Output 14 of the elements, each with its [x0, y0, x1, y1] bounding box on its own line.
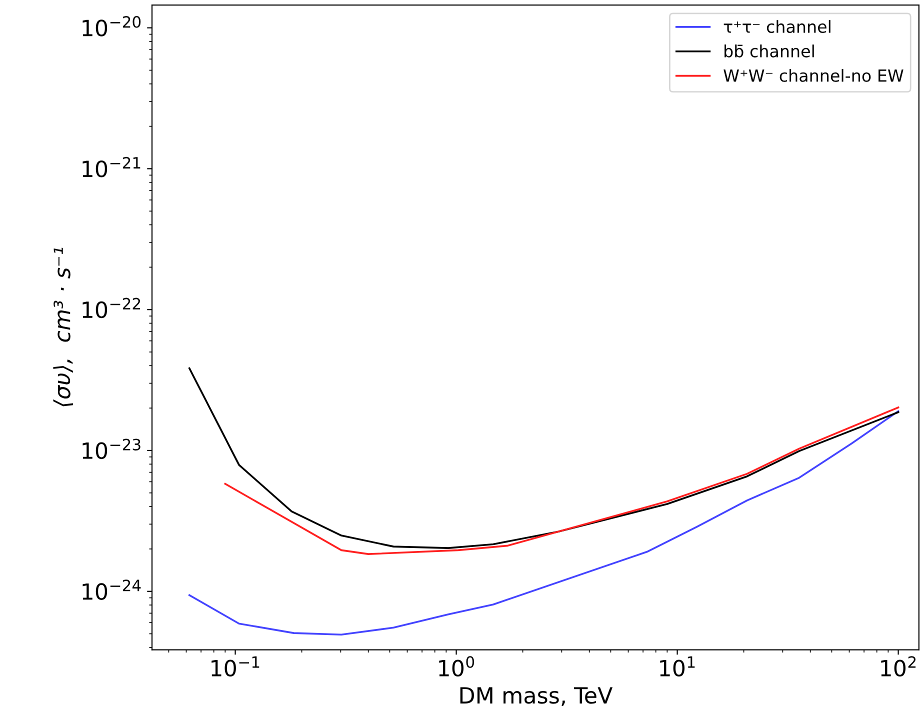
y-tick-label: 10$^{−24}$ [82, 580, 141, 600]
y-tick-label: 10$^{−20}$ [82, 16, 141, 36]
legend-label: τ⁺τ⁻ channel [724, 20, 830, 33]
y-tick-label: 10$^{−21}$ [82, 156, 140, 178]
x-tick-label: 10$^{1}$ [660, 656, 695, 677]
y-axis-title: ⟨συ⟩, cm³ · s⁻¹ [53, 248, 74, 406]
x-tick-label: 10$^{2}$ [881, 656, 916, 677]
y-tick-label: 10$^{−23}$ [82, 438, 140, 460]
legend-label: W⁺W⁻ channel-no EW [724, 69, 904, 82]
legend-label: bb̄ channel [724, 44, 814, 58]
x-axis-title: DM mass, TeV [460, 687, 613, 706]
x-tick-label: 10$^{−1}$ [212, 656, 260, 677]
y-tick-label: 10$^{−22}$ [82, 298, 140, 318]
x-tick-label: 10$^{0}$ [439, 656, 474, 677]
